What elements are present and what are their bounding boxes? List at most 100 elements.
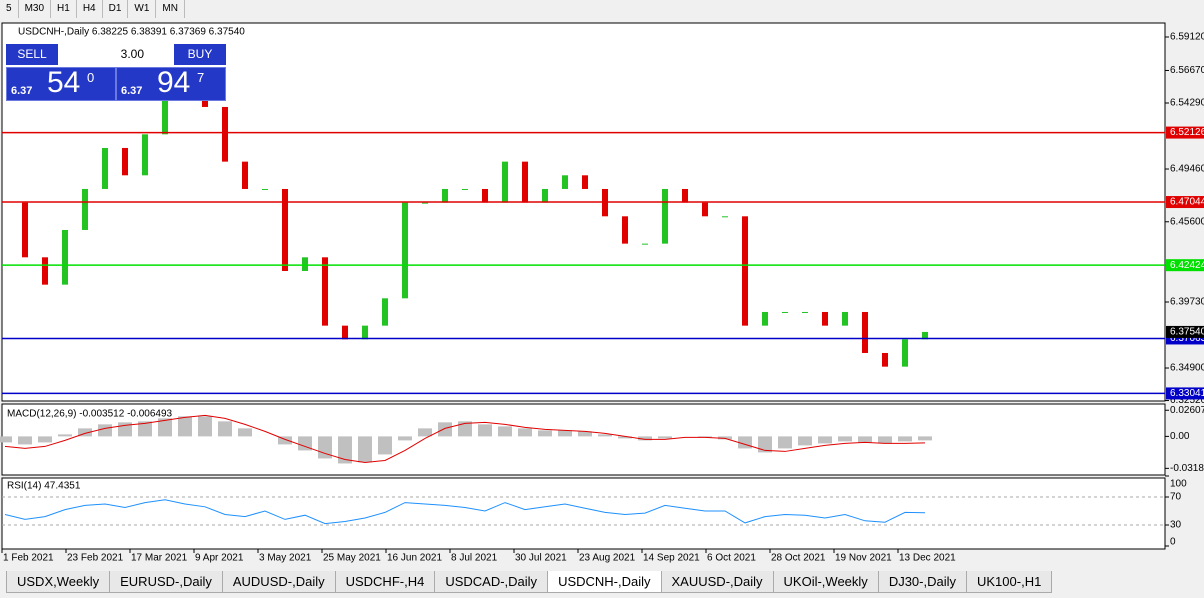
- candle: [882, 352, 888, 367]
- rsi-title: RSI(14) 47.4351: [7, 481, 81, 492]
- macd-bar: [58, 434, 72, 437]
- chart-tab[interactable]: USDCNH-,Daily: [547, 571, 662, 593]
- chart-tab[interactable]: UKOil-,Weekly: [772, 571, 879, 593]
- macd-bar: [38, 436, 52, 443]
- x-tick-label: 8 Jul 2021: [451, 553, 498, 564]
- chart-tab[interactable]: USDCHF-,H4: [334, 571, 436, 593]
- candle: [362, 325, 368, 340]
- macd-bar: [818, 436, 832, 444]
- x-tick-label: 14 Sep 2021: [643, 553, 700, 564]
- timeframe-button[interactable]: H4: [77, 0, 103, 18]
- level-label: 6.47044: [1170, 197, 1204, 208]
- y-tick-label: 6.59120: [1170, 32, 1204, 43]
- candle: [482, 188, 488, 203]
- timeframe-button[interactable]: D1: [103, 0, 129, 18]
- candle: [302, 257, 308, 271]
- x-tick-label: 16 Jun 2021: [387, 553, 442, 564]
- rsi-line: [4, 499, 926, 525]
- buy-button[interactable]: BUY: [174, 44, 226, 65]
- x-tick-label: 17 Mar 2021: [131, 553, 188, 564]
- ask-price[interactable]: 6.37 94 7: [116, 66, 226, 101]
- candle: [122, 147, 128, 176]
- candle: [382, 298, 388, 326]
- macd-bar: [338, 436, 352, 464]
- macd-panel: [1, 403, 1166, 476]
- macd-bar: [358, 436, 372, 463]
- ask-big: 6.37: [121, 85, 143, 97]
- x-tick-label: 19 Nov 2021: [835, 553, 892, 564]
- candle: [242, 161, 248, 189]
- chart-tab[interactable]: AUDUSD-,Daily: [221, 571, 336, 593]
- y-tick-label: 100: [1170, 479, 1187, 490]
- macd-bar: [738, 436, 752, 449]
- macd-title: MACD(12,26,9) -0.003512 -0.006493: [7, 409, 173, 420]
- macd-bar: [138, 421, 152, 437]
- timeframe-button[interactable]: H1: [51, 0, 77, 18]
- chart-tab[interactable]: DJ30-,Daily: [877, 571, 967, 593]
- timeframe-button[interactable]: W1: [128, 0, 157, 18]
- candle: [562, 175, 568, 189]
- macd-bar: [618, 436, 632, 439]
- y-tick-label: 6.34900: [1170, 363, 1204, 374]
- candle: [782, 311, 788, 313]
- chart-tab[interactable]: XAUUSD-,Daily: [660, 571, 774, 593]
- macd-bar: [198, 416, 212, 437]
- macd-bar: [298, 436, 312, 451]
- candle: [842, 311, 848, 326]
- candle: [282, 188, 288, 271]
- candle: [902, 339, 908, 367]
- macd-bar: [898, 436, 912, 442]
- macd-bar: [218, 421, 232, 437]
- candle: [582, 175, 588, 189]
- macd-bar: [278, 436, 292, 445]
- y-tick-label: 6.49460: [1170, 164, 1204, 175]
- sell-button[interactable]: SELL: [6, 44, 58, 65]
- candle: [162, 93, 168, 135]
- macd-bar: [418, 428, 432, 437]
- candle: [62, 229, 68, 285]
- level-tag: [1166, 126, 1204, 139]
- chart-window: USDCNH-,Daily 6.38225 6.38391 6.37369 6.…: [0, 22, 1204, 564]
- candle: [722, 216, 728, 218]
- level-tag: [1166, 387, 1204, 400]
- candle: [662, 188, 668, 244]
- bid-price[interactable]: 6.37 54 0: [6, 66, 116, 101]
- candle: [862, 311, 868, 353]
- candle: [442, 188, 448, 203]
- macd-bar: [558, 430, 572, 437]
- candle: [742, 216, 748, 326]
- y-tick-label: 6.54290: [1170, 98, 1204, 109]
- chart-tab[interactable]: USDCAD-,Daily: [434, 571, 549, 593]
- macd-bar: [538, 430, 552, 437]
- macd-bar: [158, 418, 172, 437]
- candle: [502, 161, 508, 203]
- volume-input[interactable]: 3.00: [60, 44, 170, 65]
- macd-bar: [718, 436, 732, 440]
- candle: [522, 161, 528, 203]
- chart-tab[interactable]: EURUSD-,Daily: [109, 571, 223, 593]
- level-label: 6.42424: [1170, 260, 1204, 271]
- candle: [822, 311, 828, 326]
- timeframe-button[interactable]: M30: [19, 0, 52, 18]
- timeframe-button[interactable]: MN: [156, 0, 185, 18]
- candle: [142, 134, 148, 176]
- x-tick-label: 9 Apr 2021: [195, 553, 244, 564]
- level-tag: [1166, 259, 1204, 272]
- chart-tab[interactable]: UK100-,H1: [966, 571, 1053, 593]
- y-tick-label: 0: [1170, 537, 1176, 548]
- macd-bar: [878, 436, 892, 444]
- y-tick-label: 6.45600: [1170, 216, 1204, 227]
- candle: [262, 188, 268, 190]
- candle: [22, 202, 28, 258]
- macd-bar: [18, 436, 32, 445]
- one-click-panel: SELL 3.00 BUY 6.37 54 0 6.37 94 7: [6, 44, 226, 101]
- macd-bar: [438, 422, 452, 437]
- candle: [762, 311, 768, 326]
- candle: [802, 311, 808, 313]
- x-tick-label: 25 May 2021: [323, 553, 381, 564]
- timeframe-button[interactable]: 5: [0, 0, 19, 18]
- y-tick-label: -0.03187: [1170, 463, 1204, 474]
- candle: [82, 188, 88, 230]
- timeframe-bar: 5 M30 H1 H4 D1 W1 MN: [0, 0, 185, 18]
- chart-tab[interactable]: USDX,Weekly: [6, 571, 111, 593]
